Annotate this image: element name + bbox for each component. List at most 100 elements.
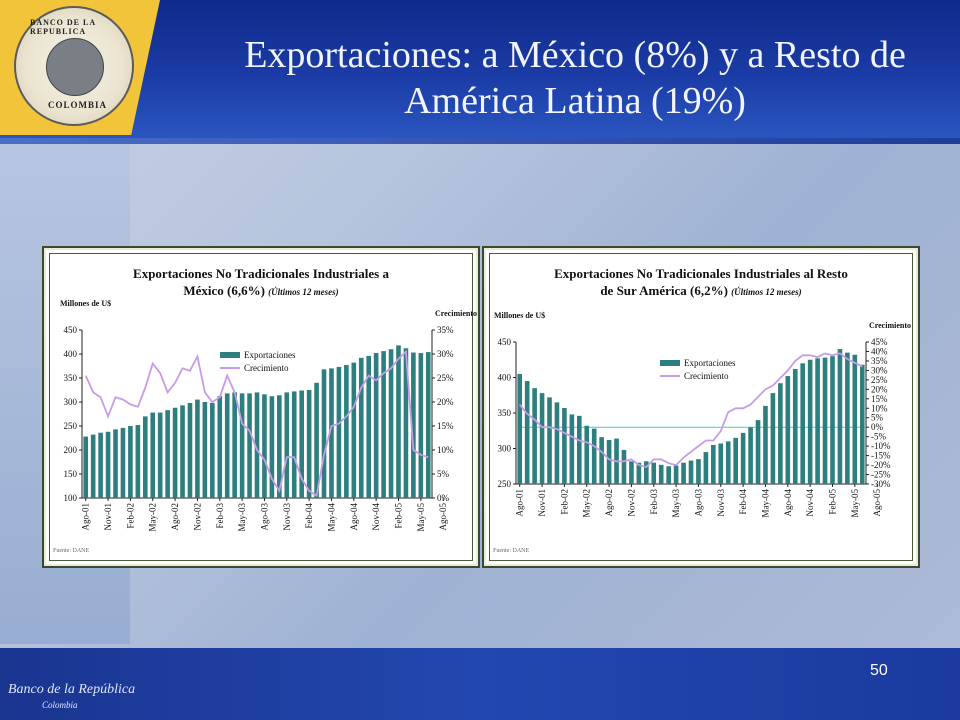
x-tick-label: Ago-01 <box>81 503 91 531</box>
y-tick-label: 400 <box>64 349 78 359</box>
bar-exportaciones <box>225 393 230 498</box>
x-tick-label: Ago-03 <box>259 503 269 531</box>
bar-exportaciones <box>592 429 597 484</box>
bar-exportaciones <box>396 345 401 498</box>
x-tick-label: Nov-04 <box>371 503 381 531</box>
bar-exportaciones <box>577 416 582 484</box>
x-tick-label: May-04 <box>326 503 336 532</box>
x-tick-label: May-02 <box>582 489 592 518</box>
bar-exportaciones <box>337 367 342 498</box>
bar-exportaciones <box>771 393 776 484</box>
bar-exportaciones <box>800 363 805 484</box>
bar-exportaciones <box>150 413 155 498</box>
y-tick-label: 450 <box>64 325 78 335</box>
bar-exportaciones <box>247 393 252 498</box>
bar-exportaciones <box>696 459 701 484</box>
y-tick-label: 450 <box>498 337 512 347</box>
bar-exportaciones <box>344 365 349 498</box>
bar-exportaciones <box>232 392 237 498</box>
bar-exportaciones <box>419 353 424 498</box>
bar-exportaciones <box>426 352 431 498</box>
x-tick-label: Feb-02 <box>559 489 569 515</box>
x-tick-label: May-02 <box>148 503 158 532</box>
bar-exportaciones <box>562 408 567 484</box>
x-tick-label: Feb-02 <box>125 503 135 529</box>
bar-exportaciones <box>210 403 215 498</box>
x-tick-label: Ago-04 <box>349 503 359 531</box>
bar-exportaciones <box>830 356 835 484</box>
bar-exportaciones <box>748 427 753 484</box>
footer-logo: Banco de la República <box>8 682 135 698</box>
x-tick-label: Ago-05 <box>872 489 882 517</box>
bar-exportaciones <box>540 393 545 484</box>
bar-exportaciones <box>136 425 141 498</box>
y2-tick-label: -30% <box>871 479 891 489</box>
bar-exportaciones <box>555 402 560 484</box>
chart-title-main: de Sur América (6,2%) <box>600 283 731 298</box>
legend-label-exportaciones: Exportaciones <box>244 350 296 360</box>
bar-exportaciones <box>681 463 686 484</box>
chart-title-line1: Exportaciones No Tradicionales Industria… <box>554 266 848 281</box>
x-tick-label: Nov-01 <box>537 489 547 517</box>
x-tick-label: Feb-05 <box>393 503 403 529</box>
y-axis-label: Millones de U$ <box>60 299 111 308</box>
x-tick-label: Ago-01 <box>515 489 525 517</box>
bar-exportaciones <box>158 413 163 498</box>
chart-title-suffix: (Últimos 12 meses) <box>731 287 802 297</box>
y2-tick-label: 20% <box>437 397 454 407</box>
x-tick-label: Nov-02 <box>192 503 202 531</box>
chart-south-america-frame: Exportaciones No Tradicionales Industria… <box>482 246 920 568</box>
bar-exportaciones <box>284 392 289 498</box>
bar-exportaciones <box>374 353 379 498</box>
page-number: 50 <box>870 662 888 680</box>
bar-exportaciones <box>307 390 312 498</box>
x-tick-label: Nov-03 <box>716 489 726 517</box>
bar-exportaciones <box>659 465 664 484</box>
x-tick-label: Nov-01 <box>103 503 113 531</box>
y-tick-label: 250 <box>498 479 512 489</box>
chart-mexico: Exportaciones No Tradicionales Industria… <box>44 248 478 566</box>
bar-exportaciones <box>532 388 537 484</box>
bar-exportaciones <box>322 369 327 498</box>
bar-exportaciones <box>203 402 208 498</box>
bar-exportaciones <box>845 353 850 484</box>
y2-axis-label: Crecimiento <box>869 321 911 330</box>
bar-exportaciones <box>704 452 709 484</box>
footer-logo-subtext: Colombia <box>42 700 78 710</box>
x-tick-label: Feb-05 <box>827 489 837 515</box>
seal-text-bottom: COLOMBIA <box>48 100 107 110</box>
bar-exportaciones <box>711 445 716 484</box>
bar-exportaciones <box>359 358 364 498</box>
y2-tick-label: 25% <box>437 373 454 383</box>
bar-exportaciones <box>786 376 791 484</box>
y2-tick-label: 10% <box>437 445 454 455</box>
legend-label-crecimiento: Crecimiento <box>244 363 289 373</box>
legend-swatch-exportaciones <box>220 352 240 358</box>
chart-source: Fuente: DANE <box>53 548 89 554</box>
x-tick-label: Feb-03 <box>215 503 225 529</box>
bar-exportaciones <box>763 406 768 484</box>
bar-exportaciones <box>599 437 604 484</box>
x-tick-label: Nov-04 <box>805 489 815 517</box>
bar-exportaciones <box>629 461 634 484</box>
y-tick-label: 150 <box>64 469 78 479</box>
bar-exportaciones <box>607 440 612 484</box>
x-tick-label: Ago-02 <box>604 489 614 517</box>
y-tick-label: 350 <box>498 408 512 418</box>
bar-exportaciones <box>173 408 178 498</box>
chart-title-suffix: (Últimos 12 meses) <box>268 287 339 297</box>
bar-exportaciones <box>733 438 738 484</box>
bar-exportaciones <box>91 435 96 498</box>
bar-exportaciones <box>128 426 133 498</box>
bar-exportaciones <box>292 391 297 498</box>
bar-exportaciones <box>106 432 111 498</box>
y2-tick-label: 30% <box>437 349 454 359</box>
y-tick-label: 300 <box>498 444 512 454</box>
seal-portrait-icon <box>46 38 104 96</box>
footer-bar <box>0 648 960 720</box>
x-tick-label: May-03 <box>237 503 247 532</box>
y2-tick-label: 15% <box>437 421 454 431</box>
bar-exportaciones <box>718 444 723 484</box>
x-tick-label: Feb-04 <box>738 489 748 515</box>
bar-exportaciones <box>823 358 828 484</box>
